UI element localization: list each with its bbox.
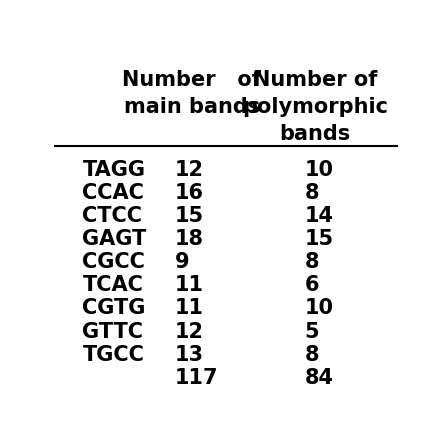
Text: 11: 11 xyxy=(175,275,204,295)
Text: polymorphic: polymorphic xyxy=(242,97,388,117)
Text: 12: 12 xyxy=(175,160,204,180)
Text: 8: 8 xyxy=(305,344,319,365)
Text: GAGT: GAGT xyxy=(82,229,147,249)
Text: 18: 18 xyxy=(175,229,204,249)
Text: 15: 15 xyxy=(305,229,334,249)
Text: 6: 6 xyxy=(305,275,319,295)
Text: main bands: main bands xyxy=(124,97,260,117)
Text: 13: 13 xyxy=(175,344,204,365)
Text: 12: 12 xyxy=(175,321,204,341)
Text: Number   of: Number of xyxy=(123,70,261,90)
Text: 8: 8 xyxy=(305,183,319,203)
Text: TGCC: TGCC xyxy=(82,344,144,365)
Text: TCAC: TCAC xyxy=(82,275,143,295)
Text: 15: 15 xyxy=(175,206,204,226)
Text: 8: 8 xyxy=(305,252,319,272)
Text: 117: 117 xyxy=(175,368,218,388)
Text: 10: 10 xyxy=(305,299,334,318)
Text: CGTG: CGTG xyxy=(82,299,146,318)
Text: CTCC: CTCC xyxy=(82,206,142,226)
Text: 9: 9 xyxy=(175,252,189,272)
Text: CCAC: CCAC xyxy=(82,183,144,203)
Text: 14: 14 xyxy=(305,206,334,226)
Text: CGCC: CGCC xyxy=(82,252,146,272)
Text: 16: 16 xyxy=(175,183,204,203)
Text: 10: 10 xyxy=(305,160,334,180)
Text: GTTC: GTTC xyxy=(82,321,143,341)
Text: 5: 5 xyxy=(305,321,319,341)
Text: Number of: Number of xyxy=(253,70,377,90)
Text: bands: bands xyxy=(279,124,351,144)
Text: 11: 11 xyxy=(175,299,204,318)
Text: 84: 84 xyxy=(305,368,334,388)
Text: TAGG: TAGG xyxy=(82,160,146,180)
